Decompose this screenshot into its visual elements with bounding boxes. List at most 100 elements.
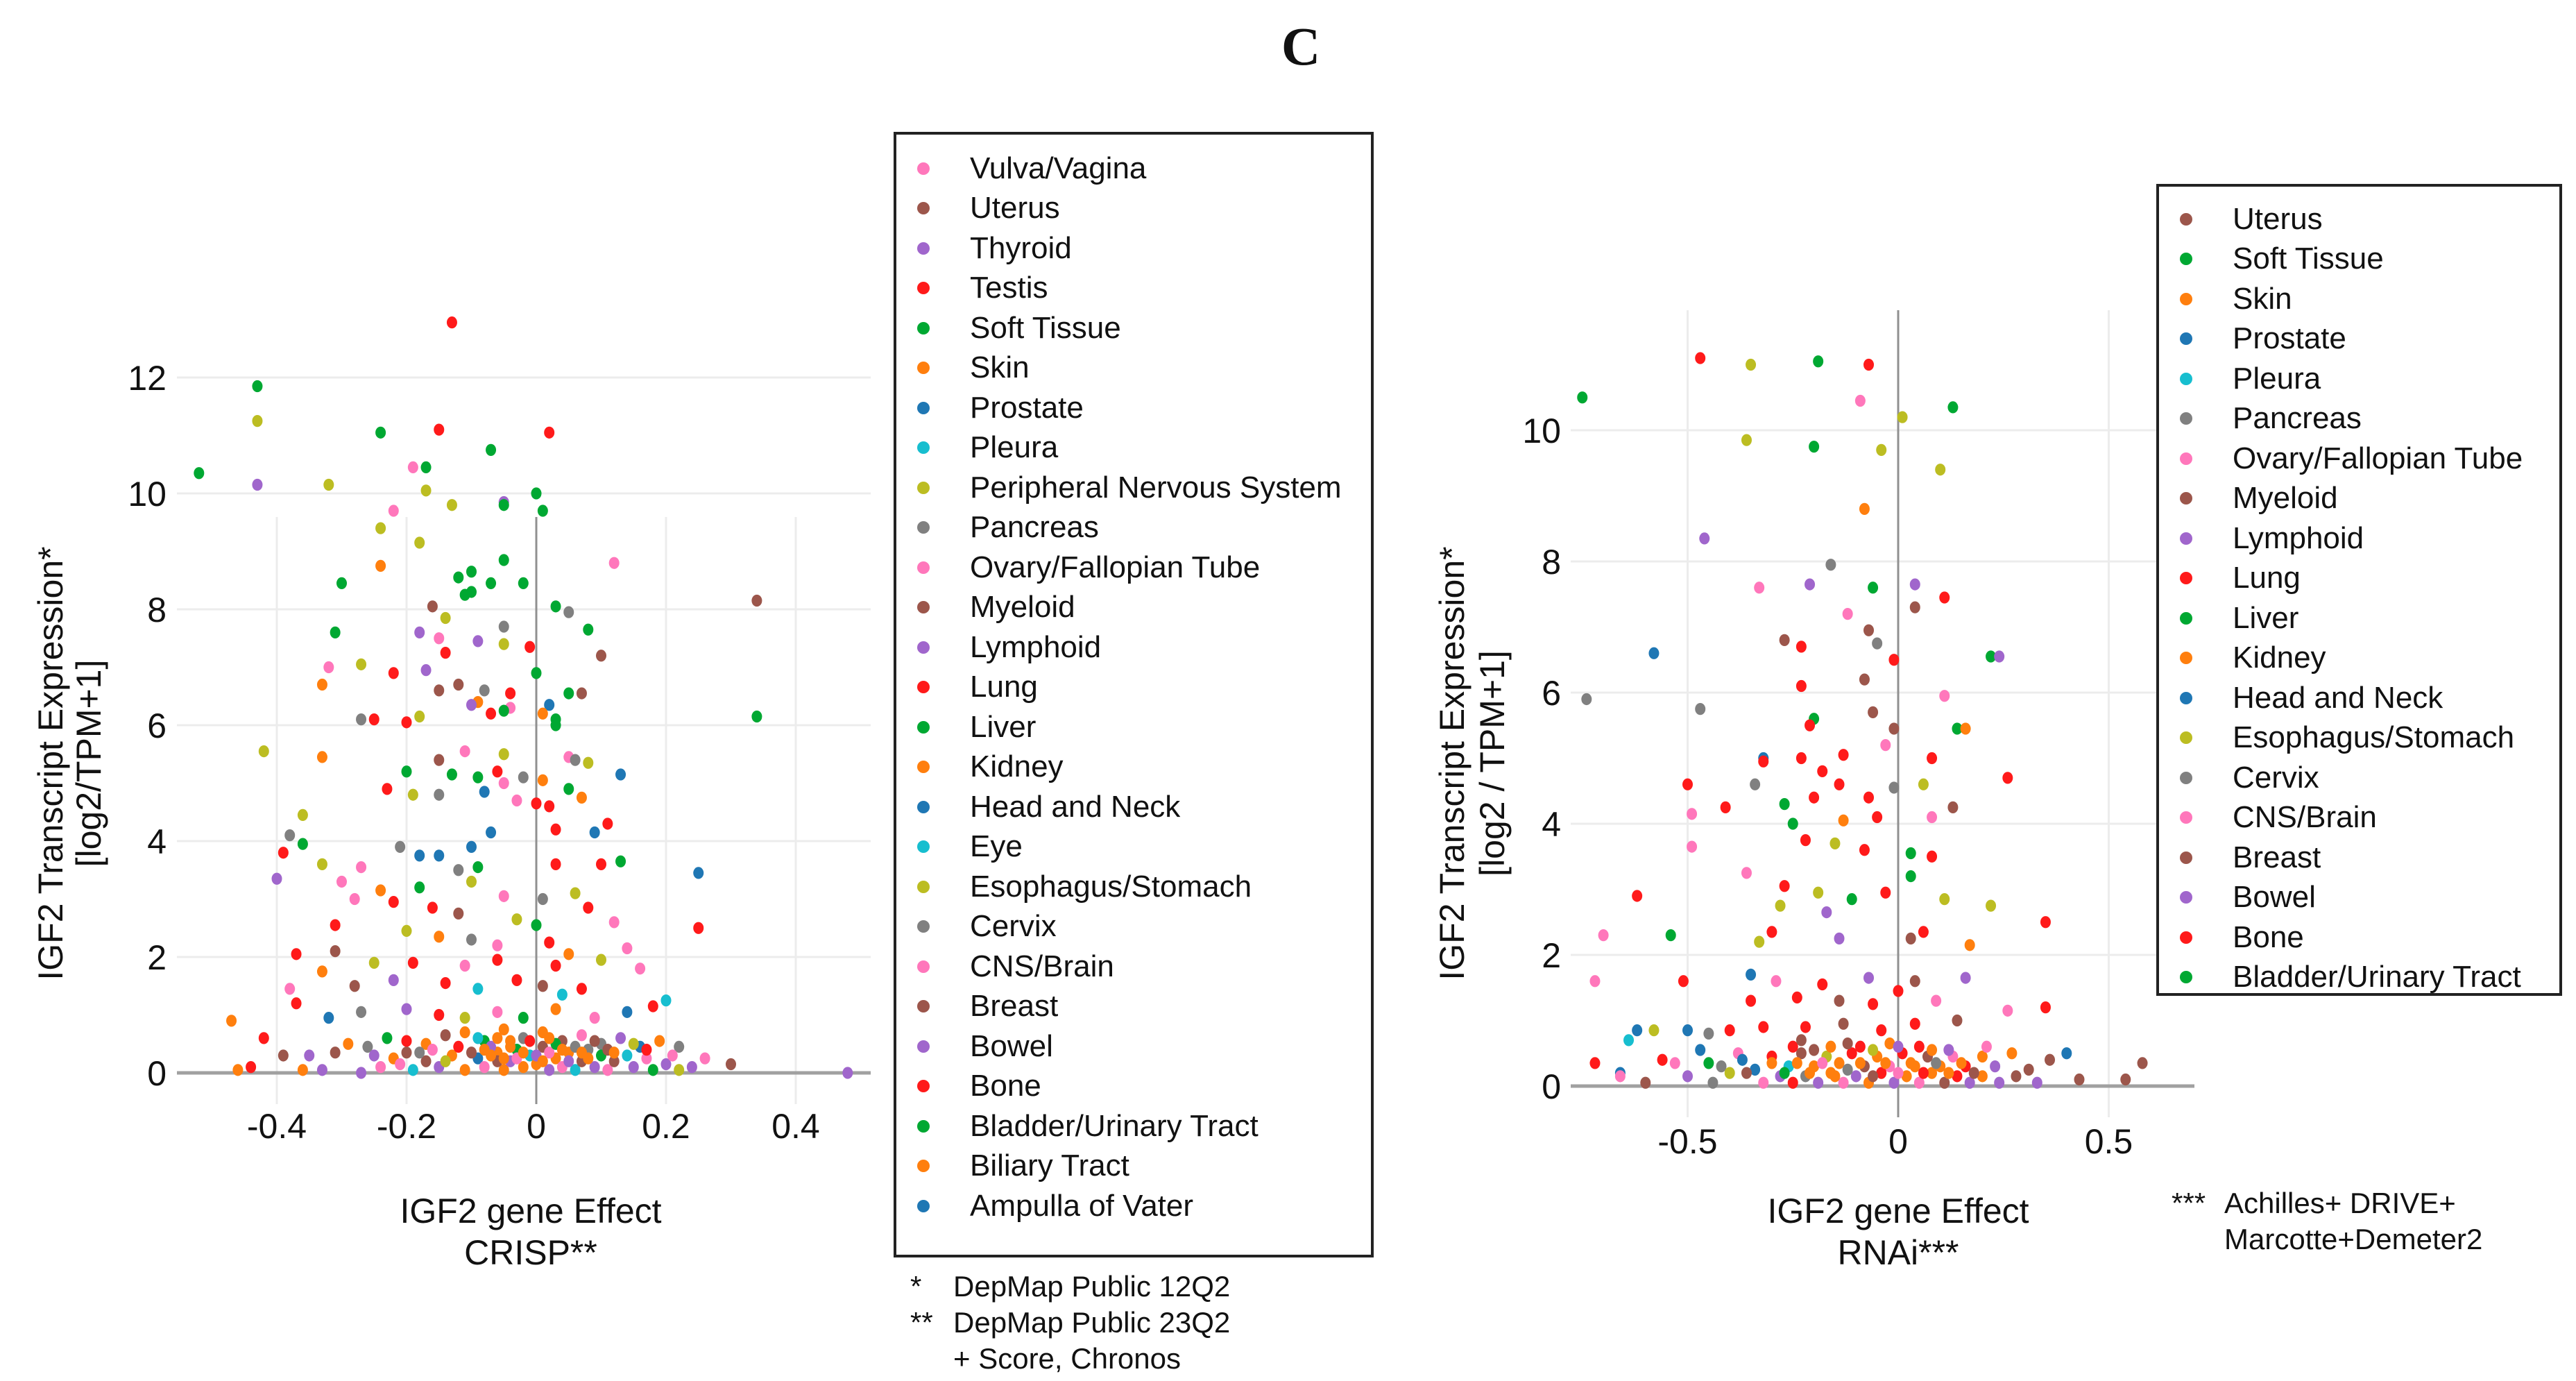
legend-item: Myeloid: [2159, 479, 2559, 519]
legend-label: Cervix: [970, 909, 1057, 944]
data-point: [1682, 778, 1693, 790]
footnote-mark: [910, 1341, 953, 1377]
gridlines: [177, 376, 871, 1104]
data-point: [1842, 1037, 1853, 1050]
data-point: [1863, 972, 1875, 984]
legend-label: Ampulla of Vater: [970, 1188, 1194, 1223]
data-point: [1863, 791, 1875, 804]
data-point: [1809, 791, 1820, 804]
data-point: [1905, 932, 1916, 944]
data-point: [368, 956, 379, 969]
footnotes-left: * DepMap Public 12Q2 ** DepMap Public 23…: [910, 1269, 1230, 1377]
legend-marker-icon: [917, 242, 930, 255]
data-point: [1758, 1076, 1769, 1089]
data-point: [388, 505, 399, 517]
data-point: [1842, 607, 1853, 620]
data-point: [1834, 994, 1845, 1007]
data-point: [1821, 906, 1832, 919]
data-point: [563, 948, 574, 960]
data-point: [1779, 880, 1790, 892]
data-point: [492, 1032, 503, 1044]
data-point: [1825, 559, 1836, 571]
legend-marker-icon: [917, 960, 930, 973]
legend-label: Liver: [970, 709, 1037, 744]
legend-label: Testis: [970, 271, 1048, 305]
data-point: [1850, 1070, 1861, 1083]
legend-item: Liver: [896, 707, 1371, 747]
data-point: [1687, 840, 1698, 853]
data-point: [674, 1064, 685, 1076]
data-point: [498, 1052, 509, 1065]
legend-label: Bone: [2233, 920, 2304, 954]
legend-item: Pancreas: [2159, 399, 2559, 439]
data-point: [453, 678, 464, 691]
data-point: [479, 1061, 490, 1074]
x-axis-title: RNAi***: [1837, 1233, 1959, 1272]
data-point: [434, 754, 445, 766]
data-point: [472, 1032, 484, 1044]
data-point: [472, 635, 484, 647]
data-point: [434, 1008, 445, 1022]
legend-marker-icon: [2180, 851, 2192, 864]
data-point: [498, 638, 509, 650]
data-point: [1695, 1044, 1706, 1056]
legend-marker-icon: [2180, 731, 2192, 745]
legend-label: Kidney: [970, 749, 1064, 784]
legend-marker-icon: [2180, 372, 2192, 385]
legend-marker-icon: [917, 362, 930, 375]
y-axis-title: [log2/TPM+1]: [69, 660, 108, 867]
data-point: [1809, 441, 1820, 453]
data-point: [622, 1006, 633, 1018]
data-point: [492, 1006, 503, 1018]
data-point: [1909, 1017, 1920, 1030]
data-point: [576, 1047, 587, 1059]
data-point: [498, 1064, 509, 1076]
data-point: [537, 980, 548, 992]
data-point: [407, 461, 418, 474]
legend-marker-icon: [917, 840, 930, 854]
data-point: [576, 791, 587, 804]
legend-marker-icon: [917, 1199, 930, 1212]
data-point: [466, 586, 477, 598]
data-point: [498, 554, 509, 566]
data-point: [434, 423, 445, 436]
data-point: [1577, 391, 1588, 404]
legend-item: Skin: [896, 348, 1371, 389]
data-point: [1817, 978, 1828, 991]
legend-marker-icon: [917, 1160, 930, 1173]
data-point: [1838, 749, 1849, 761]
data-point: [1927, 811, 1938, 824]
data-point: [1581, 693, 1592, 706]
y-tick-label: 10: [1522, 412, 1561, 450]
data-point: [1990, 1060, 2001, 1073]
legend-item: Prostate: [2159, 319, 2559, 359]
data-point: [1669, 1057, 1680, 1069]
data-point: [1795, 641, 1807, 653]
data-point: [401, 716, 412, 729]
data-point: [2040, 916, 2051, 929]
data-point: [1931, 994, 1942, 1007]
data-point: [1943, 1067, 1954, 1079]
legend-label: Skin: [2233, 281, 2292, 316]
data-point: [511, 794, 522, 807]
data-point: [589, 1061, 600, 1074]
data-point: [570, 1064, 581, 1076]
data-point: [1795, 752, 1807, 765]
data-point: [1872, 811, 1883, 824]
data-point: [660, 1058, 672, 1071]
data-point: [1805, 578, 1816, 591]
data-point: [531, 667, 542, 679]
data-point: [401, 1035, 412, 1047]
data-point: [395, 1058, 406, 1071]
data-point: [544, 800, 555, 813]
legend-item: CNS/Brain: [2159, 798, 2559, 838]
data-point: [1863, 358, 1875, 371]
data-point: [472, 771, 484, 783]
data-point: [1964, 1076, 1975, 1089]
legend-item: Ovary/Fallopian Tube: [2159, 439, 2559, 479]
x-tick-label: -0.2: [377, 1107, 436, 1146]
data-point: [1800, 1021, 1811, 1033]
legend-item: Uterus: [896, 189, 1371, 229]
legend-marker-icon: [917, 1080, 930, 1093]
data-point: [1795, 1034, 1807, 1047]
